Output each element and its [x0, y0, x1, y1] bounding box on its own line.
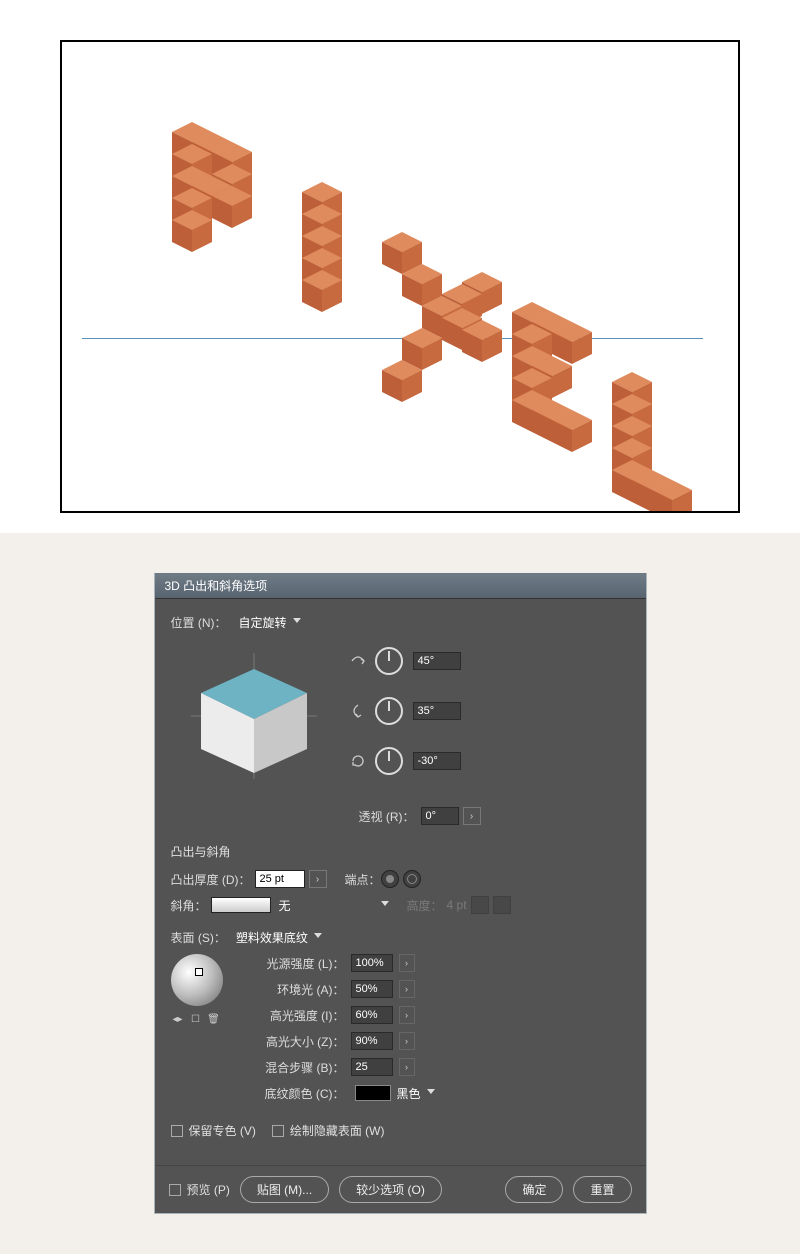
rotate-z-input[interactable] [413, 752, 461, 770]
cap-off-button[interactable] [403, 870, 421, 888]
dialog-title: 3D 凸出和斜角选项 [155, 573, 646, 599]
rotate-y-icon [349, 702, 367, 720]
rotate-z-icon [349, 752, 367, 770]
perspective-input[interactable] [421, 807, 459, 825]
bevel-dropdown[interactable]: 无 [275, 896, 393, 914]
chevron-down-icon [293, 618, 301, 626]
blend-steps-input[interactable] [351, 1058, 393, 1076]
rotation-cube-preview[interactable] [179, 641, 329, 791]
shade-color-dropdown[interactable]: 黑色 [351, 1084, 439, 1102]
position-dropdown[interactable]: 自定旋转 [235, 613, 305, 631]
highlight-size-input[interactable] [351, 1032, 393, 1050]
rotate-x-dial[interactable] [375, 647, 403, 675]
dialog-background: 3D 凸出和斜角选项 位置 (N)： 自定旋转 [0, 533, 800, 1254]
chevron-down-icon [427, 1089, 435, 1097]
depth-input[interactable] [255, 870, 305, 888]
chevron-down-icon [314, 933, 322, 941]
rotate-y-input[interactable] [413, 702, 461, 720]
perspective-label: 透视 (R)： [359, 808, 415, 825]
rotate-x-icon [349, 652, 367, 670]
bevel-height-label: 高度： [407, 897, 443, 914]
rotate-y-dial[interactable] [375, 697, 403, 725]
highlight-intensity-stepper[interactable]: › [399, 1006, 415, 1024]
bevel-value: 无 [279, 897, 291, 914]
draw-hidden-label: 绘制隐藏表面 (W) [290, 1122, 385, 1139]
position-value: 自定旋转 [239, 614, 287, 631]
artwork-canvas [60, 40, 740, 513]
chevron-down-icon [381, 901, 389, 909]
surface-value: 塑料效果底纹 [236, 929, 308, 946]
highlight-intensity-label: 高光强度 (I)： [251, 1007, 345, 1024]
rotate-z-dial[interactable] [375, 747, 403, 775]
surface-dropdown[interactable]: 塑料效果底纹 [232, 928, 326, 946]
pixel-3d-text [152, 112, 712, 512]
highlight-size-label: 高光大小 (Z)： [251, 1033, 345, 1050]
fewer-options-button[interactable]: 较少选项 (O) [339, 1176, 442, 1203]
depth-label: 凸出厚度 (D)： [171, 871, 251, 888]
shade-color-label: 底纹颜色 (C)： [251, 1085, 345, 1102]
light-intensity-input[interactable] [351, 954, 393, 972]
light-intensity-label: 光源强度 (L)： [251, 955, 345, 972]
perspective-stepper[interactable]: › [463, 807, 481, 825]
ok-button[interactable]: 确定 [505, 1176, 563, 1203]
bevel-label: 斜角： [171, 897, 207, 914]
shade-color-swatch [355, 1085, 391, 1101]
preserve-spot-checkbox[interactable]: 保留专色 (V) [171, 1122, 256, 1139]
shade-color-value: 黑色 [397, 1085, 421, 1102]
draw-hidden-checkbox[interactable]: 绘制隐藏表面 (W) [272, 1122, 385, 1139]
ambient-input[interactable] [351, 980, 393, 998]
cap-on-button[interactable] [381, 870, 399, 888]
reset-button[interactable]: 重置 [573, 1176, 631, 1203]
bevel-in-icon [471, 896, 489, 914]
position-label: 位置 (N)： [171, 614, 227, 631]
checkbox-icon [272, 1125, 284, 1137]
blend-steps-stepper[interactable]: › [399, 1058, 415, 1076]
ambient-stepper[interactable]: › [399, 980, 415, 998]
light-back-button[interactable]: ◂▸ [171, 1012, 185, 1026]
checkbox-icon [169, 1184, 181, 1196]
preview-label: 预览 (P) [187, 1181, 230, 1198]
highlight-intensity-input[interactable] [351, 1006, 393, 1024]
light-sphere-preview[interactable] [171, 954, 223, 1006]
map-art-button[interactable]: 贴图 (M)... [240, 1176, 329, 1203]
surface-label: 表面 (S)： [171, 929, 226, 946]
highlight-size-stepper[interactable]: › [399, 1032, 415, 1050]
light-new-button[interactable]: ☐ [189, 1012, 203, 1026]
extrude-section-label: 凸出与斜角 [171, 843, 630, 860]
rotate-x-input[interactable] [413, 652, 461, 670]
bevel-out-icon [493, 896, 511, 914]
light-delete-button[interactable]: 🗑 [207, 1012, 221, 1026]
light-point-handle[interactable] [195, 968, 203, 976]
bevel-preview-swatch [211, 897, 271, 913]
preview-checkbox[interactable]: 预览 (P) [169, 1181, 230, 1198]
checkbox-icon [171, 1125, 183, 1137]
light-intensity-stepper[interactable]: › [399, 954, 415, 972]
3d-extrude-dialog: 3D 凸出和斜角选项 位置 (N)： 自定旋转 [154, 573, 647, 1214]
cap-label: 端点： [345, 871, 381, 888]
preserve-spot-label: 保留专色 (V) [189, 1122, 256, 1139]
blend-steps-label: 混合步骤 (B)： [251, 1059, 345, 1076]
depth-stepper[interactable]: › [309, 870, 327, 888]
ambient-label: 环境光 (A)： [251, 981, 345, 998]
bevel-height-value: 4 pt [447, 898, 467, 912]
